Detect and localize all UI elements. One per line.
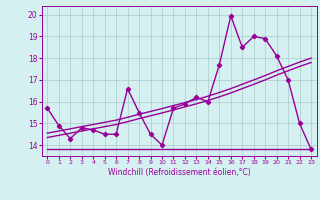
X-axis label: Windchill (Refroidissement éolien,°C): Windchill (Refroidissement éolien,°C) (108, 168, 251, 177)
